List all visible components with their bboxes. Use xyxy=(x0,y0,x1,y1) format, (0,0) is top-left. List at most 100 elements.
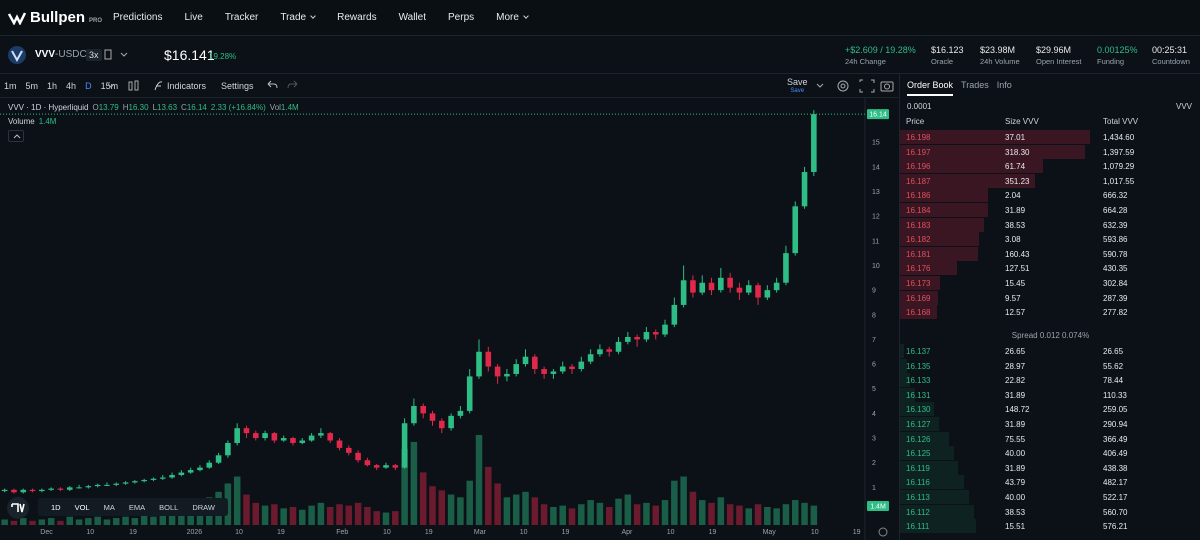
candle-body xyxy=(541,369,547,374)
ob-row[interactable]: 16.173 15.45 302.84 xyxy=(900,276,1200,290)
chart-button[interactable]: 1D xyxy=(51,502,61,512)
ob-row[interactable]: 16.187 351.23 1,017.55 xyxy=(900,173,1200,188)
leverage[interactable]: 3x xyxy=(86,49,102,61)
ob-row[interactable]: 16.131 31.89 110.33 xyxy=(900,387,1200,402)
candle-body xyxy=(457,410,464,416)
nav-item[interactable]: Live xyxy=(184,12,203,23)
nav-item[interactable]: Perps xyxy=(448,12,475,23)
tick-size[interactable]: 0.0001 xyxy=(907,102,932,111)
ob-size: 31.89 xyxy=(1005,420,1026,429)
depth-bar xyxy=(900,402,935,417)
ob-row[interactable]: 16.168 12.57 277.82 xyxy=(900,305,1200,320)
interval[interactable]: D xyxy=(85,81,92,91)
chart-button[interactable]: DRAW xyxy=(192,502,215,512)
settings[interactable]: Settings xyxy=(221,81,254,91)
volume-bar xyxy=(512,494,520,525)
candle-body xyxy=(48,488,54,490)
chart-actions[interactable] xyxy=(815,79,895,93)
ob-row[interactable]: 16.111 15.51 576.21 xyxy=(900,519,1200,534)
ob-row[interactable]: 16.126 75.55 366.49 xyxy=(900,431,1200,446)
stat-label: Countdown xyxy=(1152,57,1190,66)
chart-button[interactable]: BOLL xyxy=(159,502,179,512)
volume-bar xyxy=(392,511,399,525)
interval[interactable]: 5m xyxy=(25,81,39,91)
collapse-button[interactable] xyxy=(8,130,24,142)
chart-title: VVV · 1D · Hyperliquid xyxy=(8,103,89,112)
ob-asset[interactable]: VVV xyxy=(1175,102,1192,111)
candle-body xyxy=(57,488,64,490)
ob-row[interactable]: 16.182 3.08 593.86 xyxy=(900,232,1200,247)
nav-item[interactable]: Tracker xyxy=(224,12,259,23)
save[interactable]: Save Save xyxy=(787,78,808,96)
candle-body xyxy=(606,349,613,352)
stat-value: $16.123 xyxy=(931,45,964,55)
nav-item[interactable]: Predictions xyxy=(113,12,163,23)
ob-row[interactable]: 16.113 40.00 522.17 xyxy=(900,490,1200,504)
ob-tab[interactable]: Trades xyxy=(961,80,989,90)
ob-row[interactable]: 16.135 28.97 55.62 xyxy=(900,358,1200,373)
candle-body xyxy=(559,366,566,372)
ob-row[interactable]: 16.137 26.65 26.65 xyxy=(900,344,1200,358)
ob-row[interactable]: 16.130 148.72 259.05 xyxy=(900,402,1200,417)
ob-row[interactable]: 16.125 40.00 406.49 xyxy=(900,446,1200,461)
ob-row[interactable]: 16.197 318.30 1,397.59 xyxy=(900,144,1200,159)
ob-size: 9.57 xyxy=(1005,293,1021,303)
ob-row[interactable]: 16.176 127.51 430.35 xyxy=(900,261,1200,276)
ob-row[interactable]: 16.112 38.53 560.70 xyxy=(900,504,1200,519)
candle-body xyxy=(225,442,231,456)
interval[interactable]: 1m xyxy=(4,81,17,91)
ob-row[interactable]: 16.116 43.79 482.17 xyxy=(900,475,1200,490)
ob-row[interactable]: 16.198 37.01 1,434.60 xyxy=(900,130,1200,144)
legend-value: 13.79 xyxy=(98,103,119,112)
ob-row[interactable]: 16.119 31.89 438.38 xyxy=(900,460,1200,475)
chart-button[interactable]: EMA xyxy=(128,502,146,512)
ob-row[interactable]: 16.181 160.43 590.78 xyxy=(900,246,1200,261)
volume-bar xyxy=(736,505,743,525)
ob-row[interactable]: 16.169 9.57 287.39 xyxy=(900,290,1200,305)
interval[interactable]: 1h xyxy=(47,81,58,91)
stat-label: Open Interest xyxy=(1036,57,1082,66)
nav-item[interactable]: Wallet xyxy=(398,12,427,23)
brand[interactable]: Bullpen PRO xyxy=(8,9,102,26)
ob-total: 632.39 xyxy=(1103,220,1128,230)
nav-item[interactable]: Trade xyxy=(280,12,315,23)
volume-bar xyxy=(438,490,446,525)
ob-row[interactable]: 16.183 38.53 632.39 xyxy=(900,217,1200,232)
ob-row[interactable]: 16.127 31.89 290.94 xyxy=(900,417,1200,431)
chart-button[interactable]: VOL xyxy=(74,502,90,512)
ob-row[interactable]: 16.186 2.04 666.32 xyxy=(900,188,1200,203)
symbol-icons[interactable] xyxy=(104,49,132,61)
volume-bar xyxy=(764,507,771,525)
depth-bar xyxy=(900,305,937,320)
volume-bar xyxy=(178,508,185,525)
candle-body xyxy=(280,438,287,441)
ob-tab[interactable]: Order Book xyxy=(907,80,954,96)
nav-item[interactable]: Rewards xyxy=(337,12,377,23)
symbol[interactable]: VVV-USDC xyxy=(35,49,87,60)
ob-row[interactable]: 16.196 61.74 1,079.29 xyxy=(900,159,1200,174)
candle-body xyxy=(234,428,240,443)
candle-body xyxy=(429,413,436,421)
x-tick-label: 19 xyxy=(129,529,137,536)
ob-row[interactable]: 16.184 31.89 664.28 xyxy=(900,203,1200,217)
tv-logo[interactable] xyxy=(7,497,29,519)
ob-size: 26.65 xyxy=(1005,347,1026,356)
candle-body xyxy=(652,332,659,335)
nav-item[interactable]: More xyxy=(496,12,528,23)
stat-value: +$2.609 / 19.28% xyxy=(845,45,916,55)
toolbar-icons[interactable] xyxy=(107,80,147,92)
candle-body xyxy=(773,282,780,291)
indicators[interactable]: Indicators xyxy=(167,81,207,91)
depth-bar xyxy=(900,130,1090,144)
volume-bar xyxy=(131,518,139,525)
chart-button[interactable]: MA xyxy=(103,502,115,512)
ob-total: 259.05 xyxy=(1103,405,1128,415)
ob-tab[interactable]: Info xyxy=(996,80,1012,90)
ob-row[interactable]: 16.133 22.82 78.44 xyxy=(900,373,1200,388)
ob-size: 15.45 xyxy=(1005,279,1026,288)
interval[interactable]: 4h xyxy=(66,81,77,91)
undo-redo[interactable] xyxy=(265,80,300,92)
candle-body xyxy=(262,433,268,439)
volume-bar xyxy=(19,518,27,525)
settings-icon[interactable] xyxy=(878,527,888,537)
